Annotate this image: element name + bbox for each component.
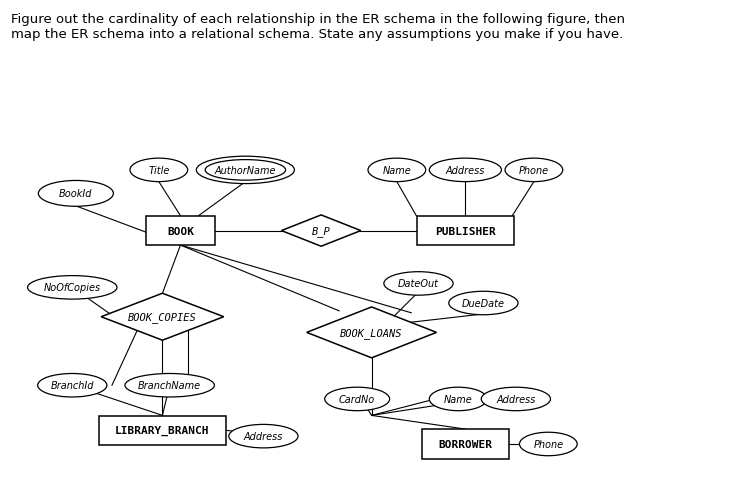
Ellipse shape (368, 159, 425, 182)
Ellipse shape (197, 157, 294, 184)
Text: CardNo: CardNo (339, 394, 375, 404)
Text: DueDate: DueDate (462, 299, 505, 309)
Polygon shape (281, 215, 361, 246)
Text: BranchName: BranchName (138, 380, 201, 390)
Text: BOOK_LOANS: BOOK_LOANS (340, 327, 403, 338)
Polygon shape (307, 307, 436, 358)
Ellipse shape (449, 292, 518, 315)
Ellipse shape (125, 374, 214, 397)
Ellipse shape (325, 387, 389, 411)
Text: BORROWER: BORROWER (439, 439, 492, 449)
Bar (422, 429, 509, 459)
Ellipse shape (429, 387, 487, 411)
Bar (146, 216, 215, 246)
Text: Address: Address (244, 431, 283, 441)
Ellipse shape (229, 424, 298, 448)
Ellipse shape (27, 276, 117, 300)
Text: BOOK_COPIES: BOOK_COPIES (128, 312, 197, 323)
Ellipse shape (429, 159, 501, 182)
Text: BOOK: BOOK (167, 226, 194, 236)
Polygon shape (101, 294, 224, 341)
Text: Name: Name (383, 165, 411, 175)
Ellipse shape (38, 181, 113, 207)
Ellipse shape (505, 159, 563, 182)
Text: Address: Address (446, 165, 485, 175)
Text: Title: Title (148, 165, 169, 175)
Text: Figure out the cardinality of each relationship in the ER schema in the followin: Figure out the cardinality of each relat… (11, 13, 625, 41)
Ellipse shape (205, 160, 286, 181)
Text: DateOut: DateOut (398, 279, 439, 289)
Text: PUBLISHER: PUBLISHER (435, 226, 496, 236)
Text: Address: Address (496, 394, 536, 404)
Ellipse shape (384, 272, 453, 296)
Ellipse shape (481, 387, 551, 411)
Text: NoOfCopies: NoOfCopies (43, 283, 101, 293)
Ellipse shape (520, 432, 577, 456)
Text: LIBRARY_BRANCH: LIBRARY_BRANCH (116, 425, 210, 435)
Text: Phone: Phone (534, 439, 563, 449)
Ellipse shape (38, 374, 107, 397)
Text: B_P: B_P (312, 225, 330, 236)
Bar (99, 416, 225, 445)
Text: BookId: BookId (59, 189, 93, 199)
Bar (417, 216, 514, 246)
Text: BranchId: BranchId (51, 380, 94, 390)
Text: Name: Name (444, 394, 473, 404)
Text: AuthorName: AuthorName (215, 165, 276, 175)
Ellipse shape (130, 159, 188, 182)
Text: Phone: Phone (519, 165, 549, 175)
